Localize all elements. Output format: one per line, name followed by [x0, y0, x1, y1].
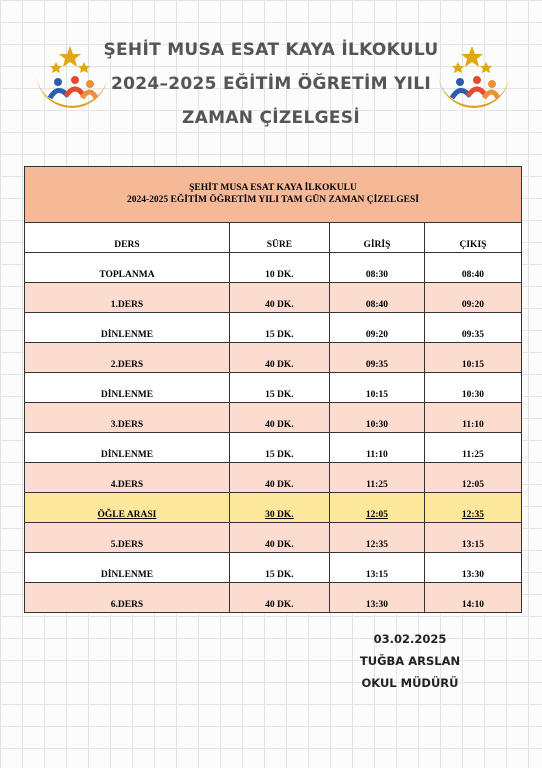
cell: 09:20	[328, 312, 425, 343]
cell: 10:30	[423, 372, 523, 403]
column-header: ÇIKIŞ	[423, 222, 523, 253]
cell: 10:15	[423, 342, 523, 373]
cell: DİNLENME	[24, 552, 230, 583]
cell: 30 DK.	[228, 492, 330, 523]
table-row: DİNLENME 15 DK. 13:15 13:30	[24, 552, 523, 583]
column-header: SÜRE	[228, 222, 330, 253]
cell: 08:30	[328, 252, 425, 283]
cell: 2.DERS	[24, 342, 230, 373]
logo-right	[438, 46, 510, 108]
table-row: DİNLENME 15 DK. 11:10 11:25	[24, 432, 523, 463]
cell: 15 DK.	[228, 372, 330, 403]
cell: 11:25	[328, 462, 425, 493]
cell: 15 DK.	[228, 312, 330, 343]
cell: 5.DERS	[24, 522, 230, 553]
cell: 40 DK.	[228, 462, 330, 493]
table-row: ÖĞLE ARASI 30 DK. 12:05 12:35	[24, 492, 523, 523]
header-line: 2024–2025 EĞİTİM ÖĞRETİM YILI	[110, 74, 432, 94]
cell: 09:35	[328, 342, 425, 373]
column-header: DERS	[24, 222, 230, 253]
cell: 3.DERS	[24, 402, 230, 433]
cell: 40 DK.	[228, 342, 330, 373]
table-row: 1.DERS 40 DK. 08:40 09:20	[24, 282, 523, 313]
table-row: DİNLENME 15 DK. 10:15 10:30	[24, 372, 523, 403]
signature-line: TUĞBA ARSLAN	[359, 654, 461, 668]
cell: 11:10	[328, 432, 425, 463]
cell: 6.DERS	[24, 582, 230, 613]
cell: 40 DK.	[228, 582, 330, 613]
cell: 12:35	[328, 522, 425, 553]
logo-left	[36, 46, 108, 108]
cell: 11:10	[423, 402, 523, 433]
table-row: 2.DERS 40 DK. 09:35 10:15	[24, 342, 523, 373]
cell: DİNLENME	[24, 372, 230, 403]
cell: 13:15	[328, 552, 425, 583]
column-header: GİRİŞ	[328, 222, 425, 253]
table-title-line: 2024-2025 EĞİTİM ÖĞRETİM YILI TAM GÜN ZA…	[127, 194, 419, 205]
table-row: 6.DERS 40 DK. 13:30 14:10	[24, 582, 523, 613]
signature-line: 03.02.2025	[373, 632, 447, 646]
table-row: 3.DERS 40 DK. 10:30 11:10	[24, 402, 523, 433]
cell: 15 DK.	[228, 552, 330, 583]
cell: DİNLENME	[24, 432, 230, 463]
cell: 08:40	[328, 282, 425, 313]
cell: 13:15	[423, 522, 523, 553]
cell: 09:20	[423, 282, 523, 313]
header-line: ZAMAN ÇİZELGESİ	[182, 108, 360, 128]
cell: 14:10	[423, 582, 523, 613]
cell: 08:40	[423, 252, 523, 283]
cell: 13:30	[328, 582, 425, 613]
table-row: 5.DERS 40 DK. 12:35 13:15	[24, 522, 523, 553]
schedule-table: ŞEHİT MUSA ESAT KAYA İLKOKULU 2024-2025 E…	[24, 166, 523, 613]
cell: 4.DERS	[24, 462, 230, 493]
cell: 12:35	[423, 492, 523, 523]
cell: 12:05	[423, 462, 523, 493]
cell: 10:30	[328, 402, 425, 433]
cell: 10 DK.	[228, 252, 330, 283]
table-title-line: ŞEHİT MUSA ESAT KAYA İLKOKULU	[189, 182, 357, 193]
cell: 40 DK.	[228, 522, 330, 553]
table-row: TOPLANMA 10 DK. 08:30 08:40	[24, 252, 523, 283]
table-title: ŞEHİT MUSA ESAT KAYA İLKOKULU 2024-2025 E…	[24, 166, 522, 223]
cell: ÖĞLE ARASI	[24, 492, 230, 523]
cell: 10:15	[328, 372, 425, 403]
logos	[36, 46, 510, 108]
cell: 09:35	[423, 312, 523, 343]
cell: 11:25	[423, 432, 523, 463]
cell: 15 DK.	[228, 432, 330, 463]
table-row: 4.DERS 40 DK. 11:25 12:05	[24, 462, 523, 493]
cell: TOPLANMA	[24, 252, 230, 283]
cell: 40 DK.	[228, 402, 330, 433]
signature-line: OKUL MÜDÜRÜ	[361, 676, 459, 690]
table-row: DİNLENME 15 DK. 09:20 09:35	[24, 312, 523, 343]
header-line: ŞEHİT MUSA ESAT KAYA İLKOKULU	[103, 40, 439, 60]
cell: 40 DK.	[228, 282, 330, 313]
cell: 1.DERS	[24, 282, 230, 313]
cell: 13:30	[423, 552, 523, 583]
cell: 12:05	[328, 492, 425, 523]
cell: DİNLENME	[24, 312, 230, 343]
